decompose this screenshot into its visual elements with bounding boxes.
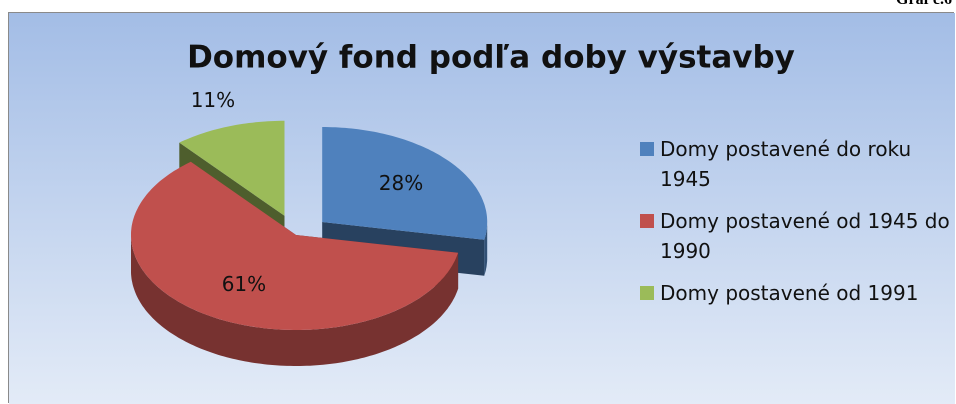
slice-side <box>484 222 488 276</box>
slice <box>322 127 488 240</box>
chart-number: Graf č.6 <box>896 0 952 9</box>
legend-swatch <box>640 286 654 300</box>
legend-label: Domy postavené od 1991 <box>660 281 919 305</box>
legend-item: Domy postavené do roku 1945 <box>640 134 950 194</box>
chart-title: Domový fond podľa doby výstavby <box>187 40 795 76</box>
data-label: 11% <box>191 88 235 112</box>
slice-side <box>131 235 459 366</box>
legend-item: Domy postavené od 1945 do 1990 <box>640 206 950 266</box>
legend-swatch <box>640 214 654 228</box>
legend-swatch <box>640 142 654 156</box>
legend-label: Domy postavené do roku 1945 <box>660 137 912 191</box>
legend-item: Domy postavené od 1991 <box>640 278 950 308</box>
data-label: 61% <box>222 272 266 296</box>
chart: Domový fond podľa doby výstavby 28% 61% 11… <box>9 13 955 404</box>
slice <box>179 120 285 216</box>
legend: Domy postavené do roku 1945 Domy postaven… <box>640 134 950 320</box>
legend-label: Domy postavené od 1945 do 1990 <box>660 209 950 263</box>
slice <box>131 161 459 330</box>
data-label: 28% <box>379 171 423 195</box>
chart-area: Domový fond podľa doby výstavby 28% 61% 11… <box>8 12 955 404</box>
